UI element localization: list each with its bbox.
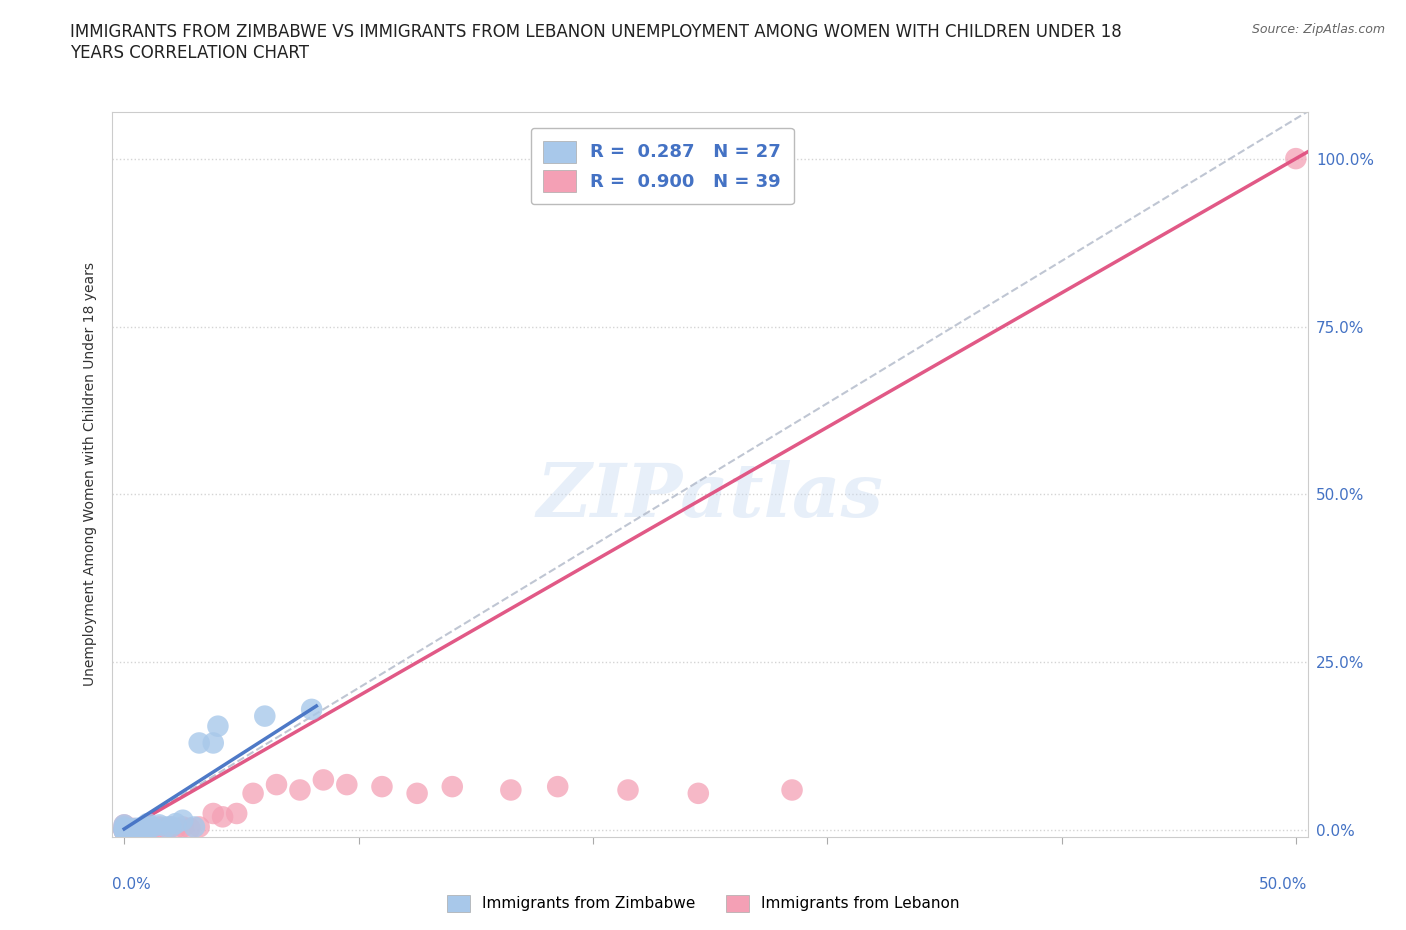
Text: ZIPatlas: ZIPatlas bbox=[537, 459, 883, 532]
Point bbox=[132, 823, 155, 838]
Point bbox=[688, 786, 710, 801]
Point bbox=[112, 821, 135, 836]
Point bbox=[136, 817, 159, 831]
Point bbox=[118, 823, 141, 838]
Point bbox=[266, 777, 288, 792]
Point bbox=[112, 823, 135, 838]
Point bbox=[155, 821, 177, 836]
Point bbox=[112, 821, 135, 836]
Point bbox=[112, 823, 135, 838]
Point bbox=[120, 821, 142, 836]
Point bbox=[136, 821, 159, 836]
Point bbox=[202, 806, 225, 821]
Point bbox=[155, 819, 177, 834]
Point bbox=[112, 823, 135, 838]
Y-axis label: Unemployment Among Women with Children Under 18 years: Unemployment Among Women with Children U… bbox=[83, 262, 97, 686]
Point bbox=[312, 773, 335, 788]
Point bbox=[188, 736, 211, 751]
Point bbox=[122, 823, 145, 838]
Point bbox=[441, 779, 464, 794]
Point bbox=[112, 823, 135, 838]
Point bbox=[288, 782, 311, 797]
Point bbox=[125, 821, 148, 836]
Point bbox=[141, 821, 163, 836]
Point bbox=[1285, 152, 1308, 166]
Text: 50.0%: 50.0% bbox=[1260, 877, 1308, 892]
Point bbox=[112, 819, 135, 834]
Point bbox=[112, 817, 135, 832]
Point bbox=[211, 809, 233, 824]
Point bbox=[172, 819, 194, 834]
Point bbox=[160, 819, 183, 834]
Point bbox=[301, 702, 323, 717]
Point bbox=[547, 779, 569, 794]
Point bbox=[118, 823, 141, 838]
Legend: Immigrants from Zimbabwe, Immigrants from Lebanon: Immigrants from Zimbabwe, Immigrants fro… bbox=[440, 889, 966, 918]
Point bbox=[172, 813, 194, 828]
Point bbox=[253, 709, 276, 724]
Point bbox=[242, 786, 264, 801]
Point bbox=[112, 823, 135, 838]
Legend: R =  0.287   N = 27, R =  0.900   N = 39: R = 0.287 N = 27, R = 0.900 N = 39 bbox=[530, 128, 794, 205]
Point bbox=[132, 819, 155, 834]
Point bbox=[132, 823, 155, 838]
Point bbox=[188, 819, 211, 834]
Point bbox=[136, 819, 159, 834]
Point bbox=[160, 819, 183, 834]
Point bbox=[225, 806, 247, 821]
Point bbox=[183, 819, 205, 834]
Point bbox=[141, 819, 163, 834]
Point bbox=[780, 782, 803, 797]
Point bbox=[112, 819, 135, 834]
Point bbox=[112, 823, 135, 838]
Point bbox=[617, 782, 640, 797]
Point bbox=[125, 823, 148, 838]
Point bbox=[165, 817, 187, 831]
Text: IMMIGRANTS FROM ZIMBABWE VS IMMIGRANTS FROM LEBANON UNEMPLOYMENT AMONG WOMEN WIT: IMMIGRANTS FROM ZIMBABWE VS IMMIGRANTS F… bbox=[70, 23, 1122, 62]
Point bbox=[165, 821, 187, 836]
Point bbox=[148, 819, 170, 834]
Point bbox=[202, 736, 225, 751]
Point bbox=[336, 777, 359, 792]
Point bbox=[371, 779, 394, 794]
Text: Source: ZipAtlas.com: Source: ZipAtlas.com bbox=[1251, 23, 1385, 36]
Point bbox=[120, 821, 142, 836]
Point bbox=[179, 821, 201, 836]
Point bbox=[499, 782, 522, 797]
Point bbox=[112, 823, 135, 838]
Point bbox=[112, 817, 135, 832]
Point bbox=[127, 821, 149, 836]
Point bbox=[136, 823, 159, 838]
Point bbox=[207, 719, 229, 734]
Point bbox=[148, 817, 170, 832]
Point bbox=[406, 786, 429, 801]
Point bbox=[112, 821, 135, 836]
Text: 0.0%: 0.0% bbox=[112, 877, 152, 892]
